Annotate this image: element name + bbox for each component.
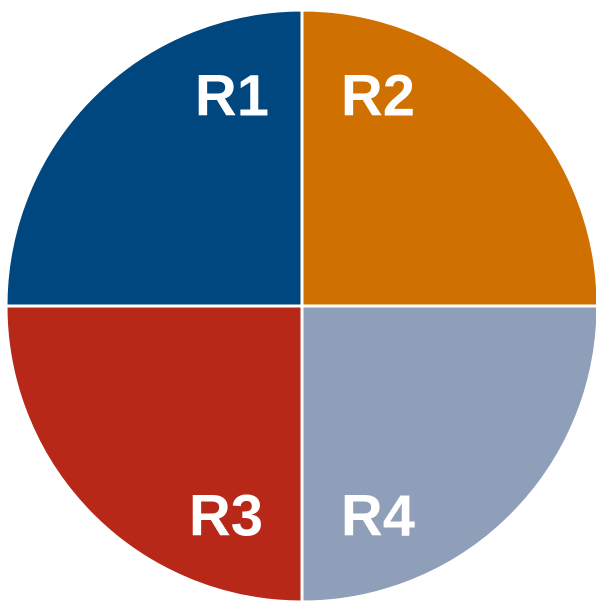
quadrant-label: R1 bbox=[195, 63, 269, 128]
quadrant bbox=[300, 8, 596, 308]
quadrant-label: R3 bbox=[189, 483, 263, 548]
quadrant bbox=[4, 8, 304, 308]
quadrant-label: R4 bbox=[341, 483, 415, 548]
quadrant bbox=[300, 304, 596, 601]
quadrant bbox=[4, 304, 304, 601]
quadrant-label: R2 bbox=[341, 63, 415, 128]
